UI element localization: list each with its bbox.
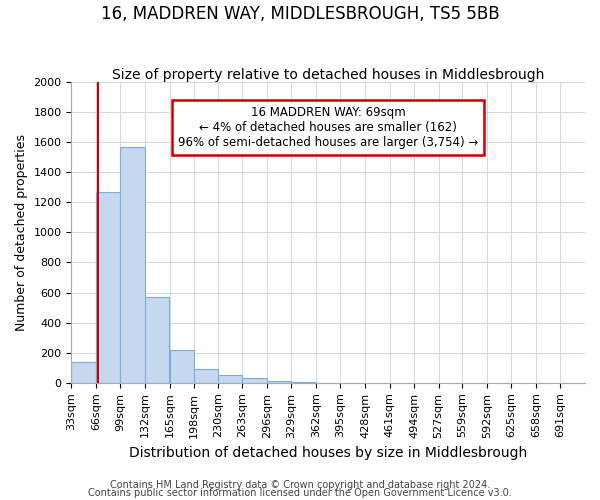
Bar bbox=[170, 350, 194, 383]
Text: 16, MADDREN WAY, MIDDLESBROUGH, TS5 5BB: 16, MADDREN WAY, MIDDLESBROUGH, TS5 5BB bbox=[101, 5, 499, 23]
Bar bbox=[71, 362, 95, 383]
Text: Contains HM Land Registry data © Crown copyright and database right 2024.: Contains HM Land Registry data © Crown c… bbox=[110, 480, 490, 490]
Bar bbox=[242, 378, 266, 383]
X-axis label: Distribution of detached houses by size in Middlesbrough: Distribution of detached houses by size … bbox=[129, 446, 527, 460]
Bar bbox=[121, 146, 145, 383]
Text: Contains public sector information licensed under the Open Government Licence v3: Contains public sector information licen… bbox=[88, 488, 512, 498]
Y-axis label: Number of detached properties: Number of detached properties bbox=[15, 134, 28, 331]
Title: Size of property relative to detached houses in Middlesbrough: Size of property relative to detached ho… bbox=[112, 68, 544, 82]
Bar bbox=[96, 192, 120, 383]
Bar bbox=[267, 382, 291, 383]
Bar bbox=[292, 382, 316, 383]
Text: 16 MADDREN WAY: 69sqm
← 4% of detached houses are smaller (162)
96% of semi-deta: 16 MADDREN WAY: 69sqm ← 4% of detached h… bbox=[178, 106, 478, 149]
Bar bbox=[218, 374, 242, 383]
Bar bbox=[194, 368, 218, 383]
Bar bbox=[145, 297, 169, 383]
